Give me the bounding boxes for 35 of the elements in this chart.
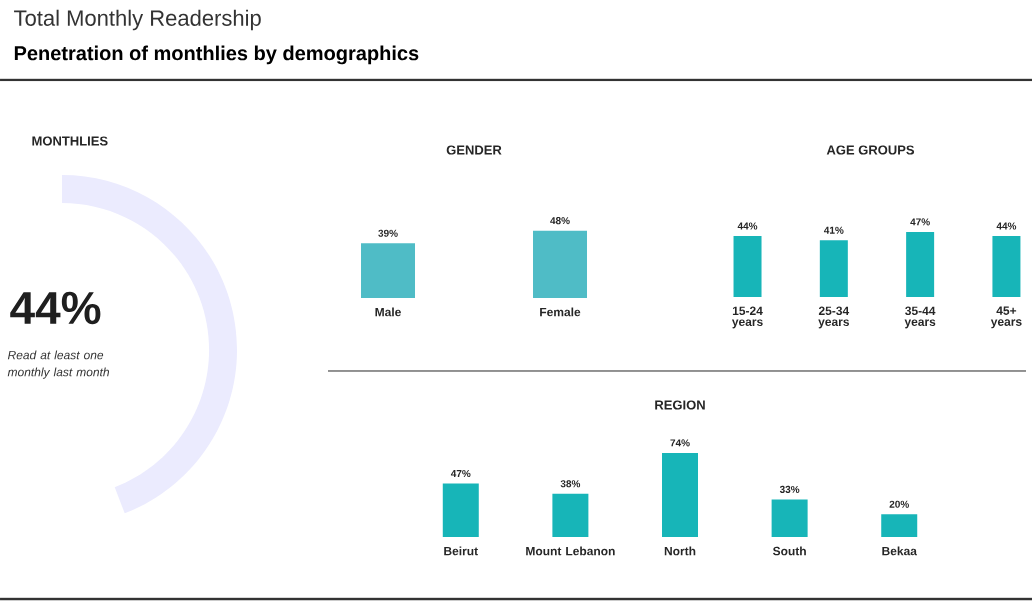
text: Read at least one monthly last month: [7, 350, 110, 379]
data-label: 41%: [823, 226, 844, 234]
chart-title: GENDER: [446, 145, 502, 155]
text: Penetration of monthlies by demographics: [14, 45, 419, 65]
x-tick-label: 15-24 years: [731, 306, 763, 329]
data-label: 39%: [378, 229, 398, 237]
bar: [552, 493, 589, 537]
data-label: 33%: [779, 485, 800, 493]
x-tick-label: Mount Lebanon: [526, 546, 615, 556]
data-label: 47%: [450, 470, 471, 478]
bar: [771, 499, 808, 537]
data-label: 48%: [550, 217, 570, 225]
data-label: 44%: [996, 222, 1017, 230]
x-tick-label: Bekaa: [882, 546, 917, 556]
data-label: 20%: [889, 500, 909, 508]
x-tick-label: 35-44 years: [904, 306, 936, 329]
text: MONTHLIES: [32, 136, 108, 146]
x-tick-label: Male: [375, 307, 401, 317]
chart-title: REGION: [655, 400, 705, 410]
text: Total Monthly Readership: [14, 9, 261, 31]
data-label: 38%: [560, 480, 581, 488]
x-tick-label: 25-34 years: [818, 306, 850, 329]
text: 44%: [10, 291, 101, 325]
data-label: 47%: [910, 218, 930, 226]
chart-title: AGE GROUPS: [826, 145, 915, 155]
bar: [881, 514, 918, 537]
x-tick-label: North: [664, 546, 696, 556]
x-tick-label: 45+ years: [990, 306, 1022, 329]
data-label: 74%: [670, 439, 690, 447]
bar: [442, 483, 479, 537]
data-label: 44%: [737, 222, 758, 230]
bar: [662, 452, 699, 537]
x-tick-label: Beirut: [444, 546, 478, 556]
x-tick-label: South: [772, 546, 806, 556]
x-tick-label: Female: [540, 307, 581, 317]
